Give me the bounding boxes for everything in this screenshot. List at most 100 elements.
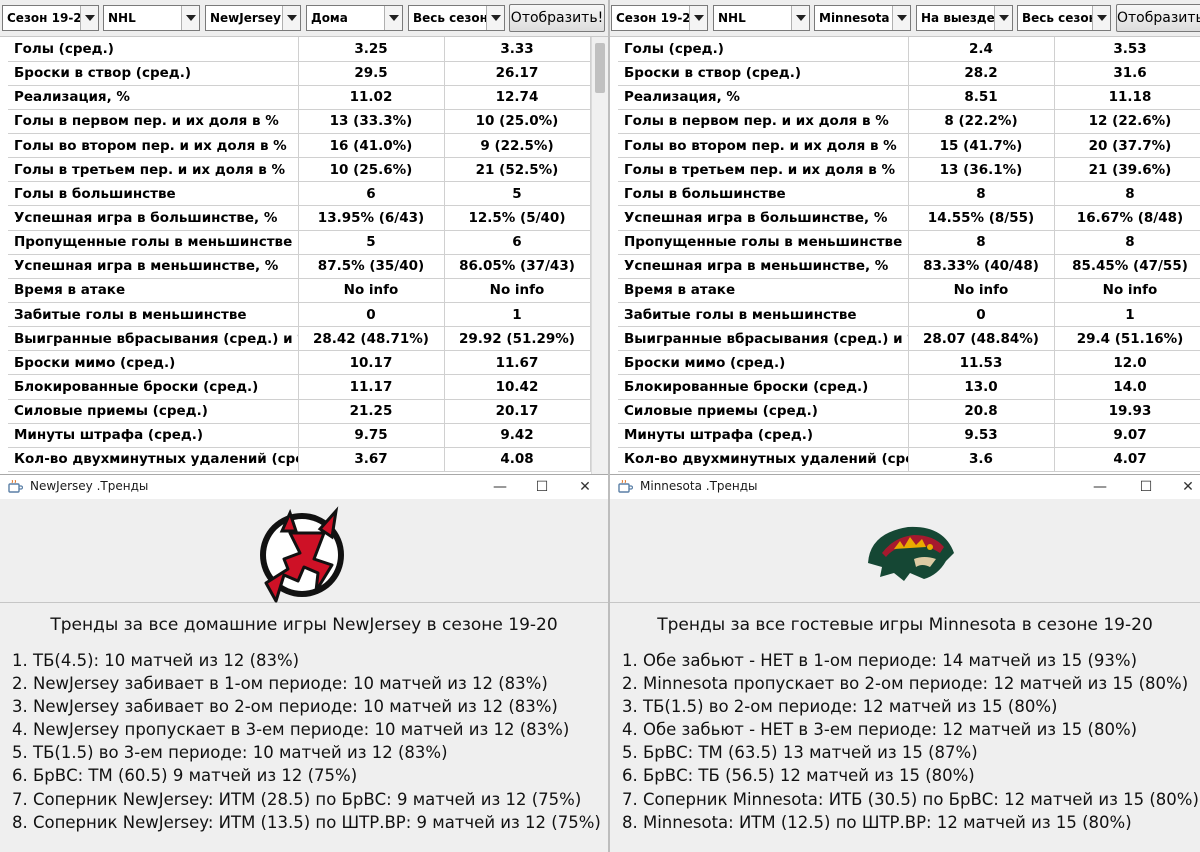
table-row[interactable]: Выигранные вбрасывания (сред.) и % 28.42 … [8,326,591,352]
chevron-down-icon[interactable] [80,6,98,30]
list-item: 1. Обе забьют - НЕТ в 1-ом периоде: 14 м… [622,651,1138,670]
row-label: Реализация, % [618,85,909,110]
table-row[interactable]: Время в атаке No info No info [8,278,591,304]
table-row[interactable]: Успешная игра в большинстве, % 14.55% (8/… [618,205,1200,231]
java-app-icon [8,480,23,493]
table-row[interactable]: Голы во втором пер. и их доля в % 16 (41.… [8,133,591,159]
minimize-button[interactable]: — [493,479,507,495]
table-row[interactable]: Голы в первом пер. и их доля в % 13 (33.3… [8,109,591,135]
row-label: Голы в большинстве [8,181,299,207]
chevron-down-icon[interactable] [1092,6,1110,30]
chevron-down-icon[interactable] [282,6,300,30]
list-item: 5. ТБ(1.5) во 3-ем периоде: 10 матчей из… [12,743,448,763]
panel-divider [608,0,610,852]
row-value-selected: 0 [298,302,445,328]
row-label: Силовые приемы (сред.) [8,399,299,424]
row-value-selected: 10.17 [298,350,445,376]
table-row[interactable]: Время в атаке No info No info [618,278,1200,304]
table-row[interactable]: Пропущенные голы в меньшинстве 5 6 [8,230,591,255]
team-select[interactable]: NewJersey [205,5,301,31]
table-row[interactable]: Успешная игра в меньшинстве, % 83.33% (40… [618,254,1200,279]
table-row[interactable]: Броски в створ (сред.) 28.2 31.6 [618,61,1200,86]
table-row[interactable]: Блокированные броски (сред.) 13.0 14.0 [618,374,1200,400]
row-label: Минуты штрафа (сред.) [618,423,909,448]
table-row[interactable]: Броски в створ (сред.) 29.5 26.17 [8,61,591,86]
table-row[interactable]: Забитые голы в меньшинстве 0 1 [8,302,591,328]
table-row[interactable]: Реализация, % 11.02 12.74 [8,85,591,110]
table-row[interactable]: Кол-во двухминутных удалений (сред.) 3.6 4… [618,447,1200,473]
period-select[interactable]: Весь сезон [408,5,505,31]
row-value-selected: 11.02 [298,85,445,110]
row-label: Блокированные броски (сред.) [8,374,299,400]
row-value-selected: 83.33% (40/48) [908,254,1055,279]
table-row[interactable]: Броски мимо (сред.) 10.17 11.67 [8,350,591,376]
chevron-down-icon[interactable] [486,6,504,30]
row-label: Броски в створ (сред.) [8,61,299,86]
chevron-down-icon[interactable] [384,6,402,30]
table-row[interactable]: Минуты штрафа (сред.) 9.75 9.42 [8,423,591,448]
table-row[interactable]: Голы в большинстве 8 8 [618,181,1200,207]
team-select[interactable]: Minnesota [814,5,911,31]
chevron-down-icon[interactable] [689,6,707,30]
venue-select[interactable]: На выезде [916,5,1013,31]
maximize-button[interactable]: ☐ [1139,479,1153,495]
list-item: 7. Соперник Minnesota: ИТБ (30.5) по БрВ… [622,789,1199,809]
table-row[interactable]: Минуты штрафа (сред.) 9.53 9.07 [618,423,1200,448]
row-value-selected: 13 (33.3%) [298,109,445,135]
table-row[interactable]: Забитые голы в меньшинстве 0 1 [618,302,1200,328]
show-button[interactable]: Отобразить! [509,4,605,32]
show-button[interactable]: Отобразить! [1116,4,1200,32]
right-stats-panel: Сезон 19-20 NHL Minnesota На выезде Весь… [610,0,1200,474]
row-value-selected: 8 [908,181,1055,207]
list-item: 6. БрВС: ТБ (56.5) 12 матчей из 15 (80%) [622,766,975,786]
row-value-season: No info [1054,278,1200,304]
league-select[interactable]: NHL [713,5,810,31]
window-titlebar[interactable]: Minnesota .Тренды — ☐ ✕ [610,475,1200,499]
season-select[interactable]: Сезон 19-20 [2,5,99,31]
period-select[interactable]: Весь сезон [1017,5,1111,31]
row-label: Голы в третьем пер. и их доля в % [8,157,299,183]
row-value-selected: 29.5 [298,61,445,86]
table-row[interactable]: Пропущенные голы в меньшинстве 8 8 [618,230,1200,255]
table-row[interactable]: Голы (сред.) 3.25 3.33 [8,37,591,62]
new-jersey-devils-logo [260,506,344,603]
chevron-down-icon[interactable] [791,6,809,30]
row-label: Броски мимо (сред.) [8,350,299,376]
table-row[interactable]: Голы во втором пер. и их доля в % 15 (41.… [618,133,1200,159]
row-label: Время в атаке [8,278,299,304]
table-row[interactable]: Успешная игра в большинстве, % 13.95% (6/… [8,205,591,231]
table-row[interactable]: Реализация, % 8.51 11.18 [618,85,1200,110]
league-select[interactable]: NHL [103,5,200,31]
table-row[interactable]: Силовые приемы (сред.) 21.25 20.17 [8,399,591,424]
table-row[interactable]: Блокированные броски (сред.) 11.17 10.42 [8,374,591,400]
table-row[interactable]: Голы в третьем пер. и их доля в % 13 (36.… [618,157,1200,183]
maximize-button[interactable]: ☐ [535,479,549,495]
season-select-value: Сезон 19-20 [7,11,91,25]
table-row[interactable]: Выигранные вбрасывания (сред.) и % 28.07 … [618,326,1200,352]
window-titlebar[interactable]: NewJersey .Тренды — ☐ ✕ [0,475,608,499]
table-row[interactable]: Силовые приемы (сред.) 20.8 19.93 [618,399,1200,424]
table-row[interactable]: Кол-во двухминутных удалений (сред.) 3.67… [8,447,591,473]
table-row[interactable]: Голы в первом пер. и их доля в % 8 (22.2%… [618,109,1200,135]
venue-select[interactable]: Дома [306,5,403,31]
close-button[interactable]: ✕ [579,479,591,495]
row-value-season: 3.53 [1054,37,1200,62]
season-select[interactable]: Сезон 19-20 [611,5,708,31]
table-row[interactable]: Голы в третьем пер. и их доля в % 10 (25.… [8,157,591,183]
close-button[interactable]: ✕ [1182,479,1194,495]
table-row[interactable]: Голы (сред.) 2.4 3.53 [618,37,1200,62]
league-select-value: NHL [108,11,136,25]
table-row[interactable]: Броски мимо (сред.) 11.53 12.0 [618,350,1200,376]
table-row[interactable]: Успешная игра в меньшинстве, % 87.5% (35/… [8,254,591,279]
vertical-scrollbar[interactable] [591,37,608,474]
chevron-down-icon[interactable] [994,6,1012,30]
row-value-season: 29.4 (51.16%) [1054,326,1200,352]
row-label: Минуты штрафа (сред.) [8,423,299,448]
minimize-button[interactable]: — [1093,479,1107,495]
scrollbar-thumb[interactable] [595,43,605,93]
row-value-season: 9 (22.5%) [444,133,591,159]
chevron-down-icon[interactable] [181,6,199,30]
chevron-down-icon[interactable] [892,6,910,30]
row-value-season: 12 (22.6%) [1054,109,1200,135]
table-row[interactable]: Голы в большинстве 6 5 [8,181,591,207]
